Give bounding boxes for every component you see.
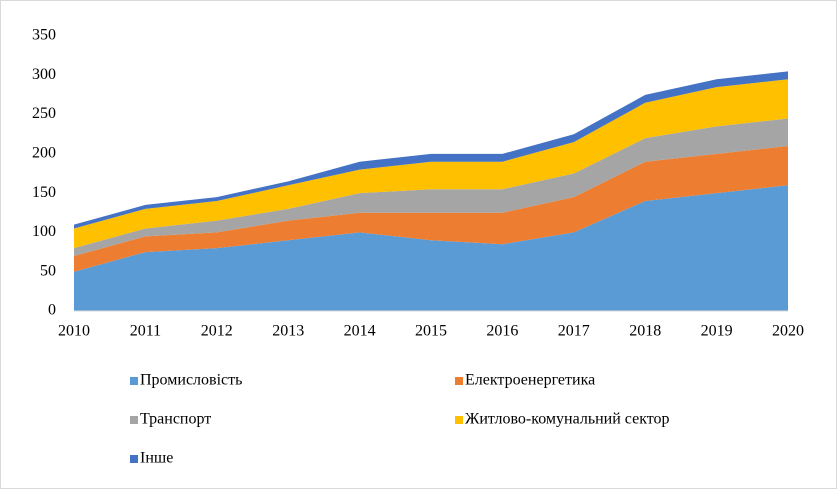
legend-label: Житлово-комунальний сектор [465, 411, 670, 428]
legend-label: Інше [140, 450, 173, 467]
x-tick-label: 2018 [629, 323, 661, 340]
y-tick-label: 300 [32, 66, 56, 83]
area [74, 71, 788, 229]
x-tick-label: 2011 [130, 323, 161, 340]
legend-swatch [130, 377, 138, 385]
area [74, 118, 788, 256]
y-tick-label: 0 [48, 302, 56, 319]
x-tick-label: 2015 [415, 323, 447, 340]
y-tick-label: 250 [32, 105, 56, 122]
x-tick-label: 2017 [558, 323, 590, 340]
x-tick-label: 2010 [58, 323, 90, 340]
x-tick-label: 2016 [486, 323, 518, 340]
y-tick-label: 200 [32, 145, 56, 162]
x-tick-label: 2012 [201, 323, 233, 340]
y-tick-label: 150 [32, 184, 56, 201]
x-tick-label: 2020 [772, 323, 804, 340]
y-tick-label: 100 [32, 223, 56, 240]
x-tick-label: 2019 [701, 323, 733, 340]
legend-label: Промисловість [140, 372, 242, 389]
area [74, 146, 788, 272]
legend-swatch [455, 377, 463, 385]
legend-label: Транспорт [140, 411, 211, 428]
x-tick-label: 2014 [344, 323, 376, 340]
legend-label: Електроенергетика [465, 372, 595, 389]
y-tick-label: 50 [40, 262, 56, 279]
x-tick-label: 2013 [272, 323, 304, 340]
y-tick-label: 350 [32, 27, 56, 44]
area [74, 79, 788, 249]
legend-swatch [455, 416, 463, 424]
legend-swatch [130, 416, 138, 424]
legend-swatch [130, 455, 138, 463]
area [74, 185, 788, 311]
